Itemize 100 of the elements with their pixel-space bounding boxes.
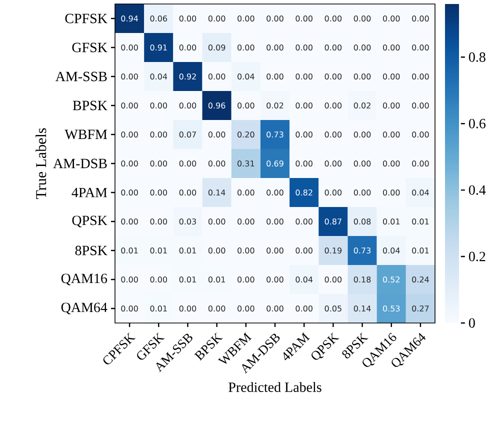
data-label: 0.00 [179, 44, 196, 51]
data-label: 0.00 [121, 131, 138, 138]
data-label: 0.27 [412, 305, 429, 312]
data-label: 0.14 [354, 305, 371, 312]
data-label: 0.00 [150, 102, 168, 109]
data-label: 0.00 [266, 305, 284, 312]
data-label: 0.04 [296, 276, 313, 283]
data-label: 0.00 [354, 189, 371, 196]
data-label: 0.00 [266, 276, 284, 283]
data-label: 0.00 [121, 73, 138, 80]
data-label: 0.00 [296, 305, 312, 312]
data-label: 0.00 [412, 131, 429, 138]
data-label: 0.91 [150, 44, 167, 51]
data-label: 0.00 [382, 160, 400, 167]
data-label: 0.00 [150, 189, 168, 196]
y-tick-label: WBFM [64, 130, 108, 140]
data-label: 0.96 [208, 102, 226, 109]
data-label: 0.00 [296, 102, 312, 109]
data-label: 0.00 [354, 160, 371, 167]
data-label: 0.01 [121, 247, 138, 254]
data-label: 0.00 [296, 131, 312, 138]
data-label: 0.00 [412, 44, 429, 51]
color-bar-label: 0.8 [468, 52, 486, 62]
data-label: 0.73 [354, 247, 371, 254]
data-label: 0.00 [412, 160, 429, 167]
data-label: 0.00 [121, 160, 138, 167]
data-label: 0.00 [324, 73, 342, 80]
data-label: 0.00 [208, 15, 226, 22]
data-label: 0.06 [150, 15, 168, 22]
data-label: 0.04 [238, 73, 254, 80]
data-label: 0.00 [354, 131, 371, 138]
data-label: 0.00 [238, 218, 254, 225]
x-axis-title: Predicted Labels [228, 382, 322, 392]
data-label: 0.00 [266, 247, 284, 254]
data-label: 0.00 [208, 218, 226, 225]
data-label: 0.00 [382, 131, 400, 138]
data-label: 0.05 [324, 305, 342, 312]
data-label: 0.00 [324, 276, 342, 283]
data-label: 0.00 [121, 305, 138, 312]
data-label: 0.00 [382, 189, 400, 196]
data-label: 0.00 [324, 160, 342, 167]
data-label: 0.00 [238, 102, 254, 109]
data-label: 0.00 [121, 44, 138, 51]
data-label: 0.00 [266, 218, 284, 225]
data-label: 0.00 [382, 44, 400, 51]
data-label: 0.00 [121, 102, 138, 109]
data-label: 0.14 [208, 189, 226, 196]
data-label: 0.53 [382, 305, 400, 312]
color-bar-label: 0.4 [468, 185, 486, 195]
y-tick-label: 8PSK [75, 246, 108, 256]
data-label: 0.00 [382, 15, 400, 22]
data-label: 0.00 [324, 189, 342, 196]
data-label: 0.00 [208, 131, 226, 138]
data-label: 0.07 [179, 131, 196, 138]
y-tick-label: AM-DSB [53, 158, 107, 168]
y-tick-label: QAM16 [61, 274, 108, 286]
data-label: 0.03 [179, 218, 196, 225]
data-label: 0.00 [266, 15, 284, 22]
data-label: 0.31 [238, 160, 254, 167]
data-label: 0.00 [296, 160, 312, 167]
data-label: 0.92 [179, 73, 196, 80]
data-label: 0.00 [208, 160, 226, 167]
data-label: 0.94 [121, 15, 138, 22]
data-label: 0.73 [266, 131, 284, 138]
data-label: 0.69 [266, 160, 284, 167]
data-label: 0.00 [208, 73, 226, 80]
data-label: 0.00 [412, 102, 429, 109]
data-label: 0.00 [324, 131, 342, 138]
data-label: 0.01 [382, 218, 400, 225]
y-axis-title: True Labels [36, 128, 46, 199]
data-label: 0.02 [354, 102, 370, 109]
data-label: 0.01 [179, 247, 196, 254]
data-label: 0.00 [179, 15, 196, 22]
data-label: 0.00 [354, 44, 371, 51]
y-tick-label: QAM64 [61, 302, 108, 314]
data-label: 0.00 [121, 218, 138, 225]
data-label: 0.00 [266, 189, 284, 196]
y-tick-label: BPSK [72, 100, 108, 110]
data-label: 0.00 [296, 218, 312, 225]
data-label: 0.19 [324, 247, 342, 254]
data-label: 0.04 [382, 247, 400, 254]
data-label: 0.00 [382, 73, 400, 80]
data-label: 0.00 [324, 44, 342, 51]
data-label: 0.01 [412, 218, 429, 225]
data-label: 0.82 [296, 189, 312, 196]
data-label: 0.00 [324, 102, 342, 109]
y-tick-label: QPSK [72, 216, 108, 228]
data-label: 0.08 [354, 218, 371, 225]
data-label: 0.00 [208, 247, 226, 254]
data-label: 0.01 [412, 247, 429, 254]
data-label: 0.00 [354, 15, 371, 22]
data-label: 0.09 [208, 44, 226, 51]
data-label: 0.01 [179, 276, 196, 283]
data-label: 0.00 [412, 15, 429, 22]
y-tick-label: AM-SSB [55, 72, 107, 82]
y-tick-label: 4PAM [72, 188, 108, 198]
data-label: 0.00 [179, 305, 196, 312]
data-label: 0.00 [266, 73, 284, 80]
data-label: 0.00 [354, 73, 371, 80]
data-label: 0.52 [382, 276, 400, 283]
